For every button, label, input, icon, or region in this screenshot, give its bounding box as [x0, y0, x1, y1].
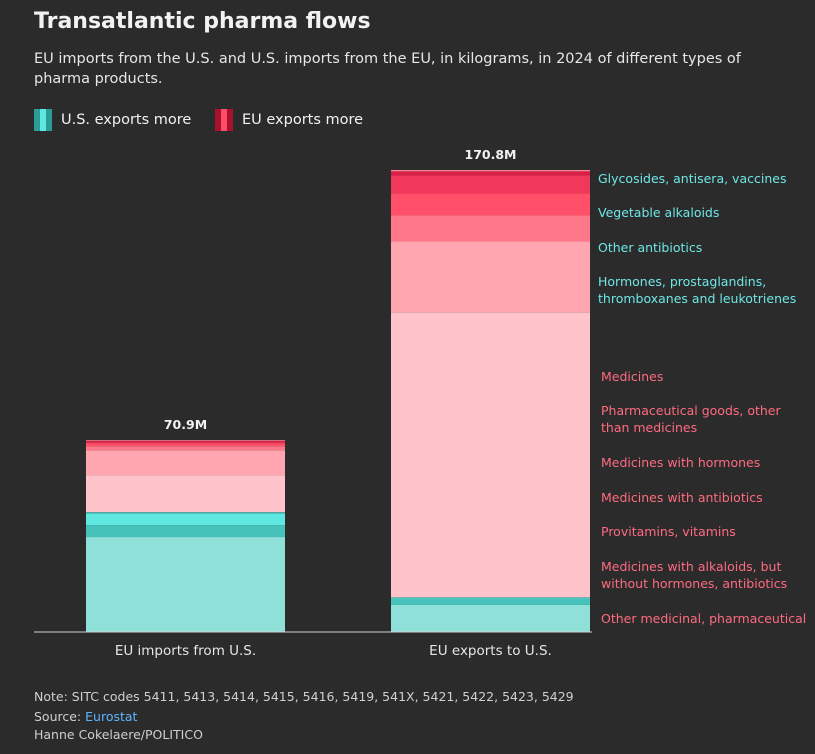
bar-segment: [86, 525, 285, 538]
bar-segment: [86, 537, 285, 632]
legend-label: EU exports more: [242, 112, 364, 128]
total-label: 70.9M: [164, 417, 207, 432]
series-label: Hormones, prostaglandins, thromboxanes a…: [598, 274, 797, 306]
chart-subtitle: EU imports from the U.S. and U.S. import…: [34, 51, 741, 87]
bar-segment: [86, 475, 285, 513]
bar-segment: [86, 441, 285, 443]
bar-segment: [391, 175, 590, 194]
series-label: Medicines with alkaloids, but without ho…: [601, 559, 788, 591]
legend-item: EU exports more: [215, 109, 363, 131]
bar-segment: [86, 512, 285, 514]
legend-label: U.S. exports more: [61, 112, 192, 128]
series-label: Pharmaceutical goods, other than medicin…: [601, 403, 781, 435]
credit: Hanne Cokelaere/POLITICO: [34, 727, 203, 742]
series-label: Medicines: [601, 369, 664, 384]
bar-segment: [86, 442, 285, 444]
bar-segment: [391, 598, 590, 599]
bar-segment: [391, 170, 590, 172]
bar-segment: [391, 604, 590, 632]
bar-segment: [391, 171, 590, 176]
bar-segment: [391, 241, 590, 313]
series-label: Glycosides, antisera, vaccines: [598, 171, 787, 186]
series-label: Medicines with antibiotics: [601, 490, 763, 505]
bar-segment: [86, 450, 285, 476]
source: Source: Eurostat: [34, 709, 137, 724]
bar-segment: [391, 597, 590, 599]
total-label: 170.8M: [465, 147, 517, 162]
bar-segment: [86, 513, 285, 526]
chart-title: Transatlantic pharma flows: [34, 9, 371, 34]
source-link[interactable]: Eurostat: [85, 709, 138, 724]
bar-segment: [86, 443, 285, 447]
x-tick-label: EU imports from U.S.: [115, 643, 256, 659]
bar-segment: [391, 312, 590, 598]
series-label: Provitamins, vitamins: [601, 524, 736, 539]
x-tick-label: EU exports to U.S.: [429, 643, 552, 659]
bar-segment: [391, 215, 590, 242]
bar-segment: [391, 599, 590, 605]
bar-segment: [391, 193, 590, 216]
source-label: Source:: [34, 709, 82, 724]
series-label: Vegetable alkaloids: [598, 205, 720, 220]
legend-item: U.S. exports more: [34, 109, 191, 131]
series-label: Other antibiotics: [598, 240, 703, 255]
series-label: Other medicinal, pharmaceutical: [601, 611, 807, 626]
legend-swatch: [215, 109, 233, 131]
bar-segment: [86, 440, 285, 442]
legend-swatch: [34, 109, 52, 131]
series-label: Medicines with hormones: [601, 455, 761, 470]
bar-segment: [86, 446, 285, 451]
note: Note: SITC codes 5411, 5413, 5414, 5415,…: [34, 689, 574, 704]
